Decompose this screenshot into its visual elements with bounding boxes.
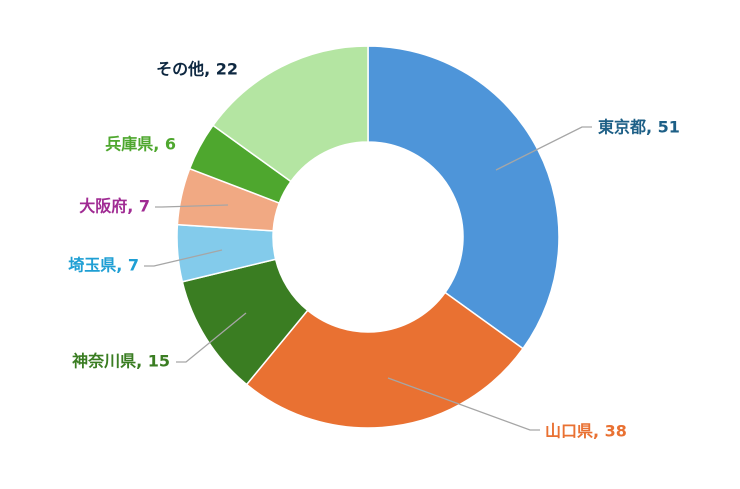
leader-line bbox=[176, 312, 247, 363]
data-label: 山口県, 38 bbox=[545, 422, 627, 441]
donut-slice bbox=[367, 45, 560, 350]
data-label: 兵庫県, 6 bbox=[105, 135, 176, 154]
data-label: 大阪府, 7 bbox=[79, 197, 150, 216]
data-label: 神奈川県, 15 bbox=[72, 352, 170, 371]
leader-line bbox=[495, 126, 592, 171]
leader-line bbox=[144, 249, 223, 267]
data-label: 東京都, 51 bbox=[598, 118, 680, 137]
leader-line bbox=[387, 377, 540, 431]
data-label: その他, 22 bbox=[156, 60, 238, 79]
leader-line bbox=[155, 204, 229, 208]
donut-slice bbox=[211, 45, 369, 183]
data-label: 埼玉県, 7 bbox=[68, 256, 139, 275]
donut-slice bbox=[245, 291, 525, 429]
